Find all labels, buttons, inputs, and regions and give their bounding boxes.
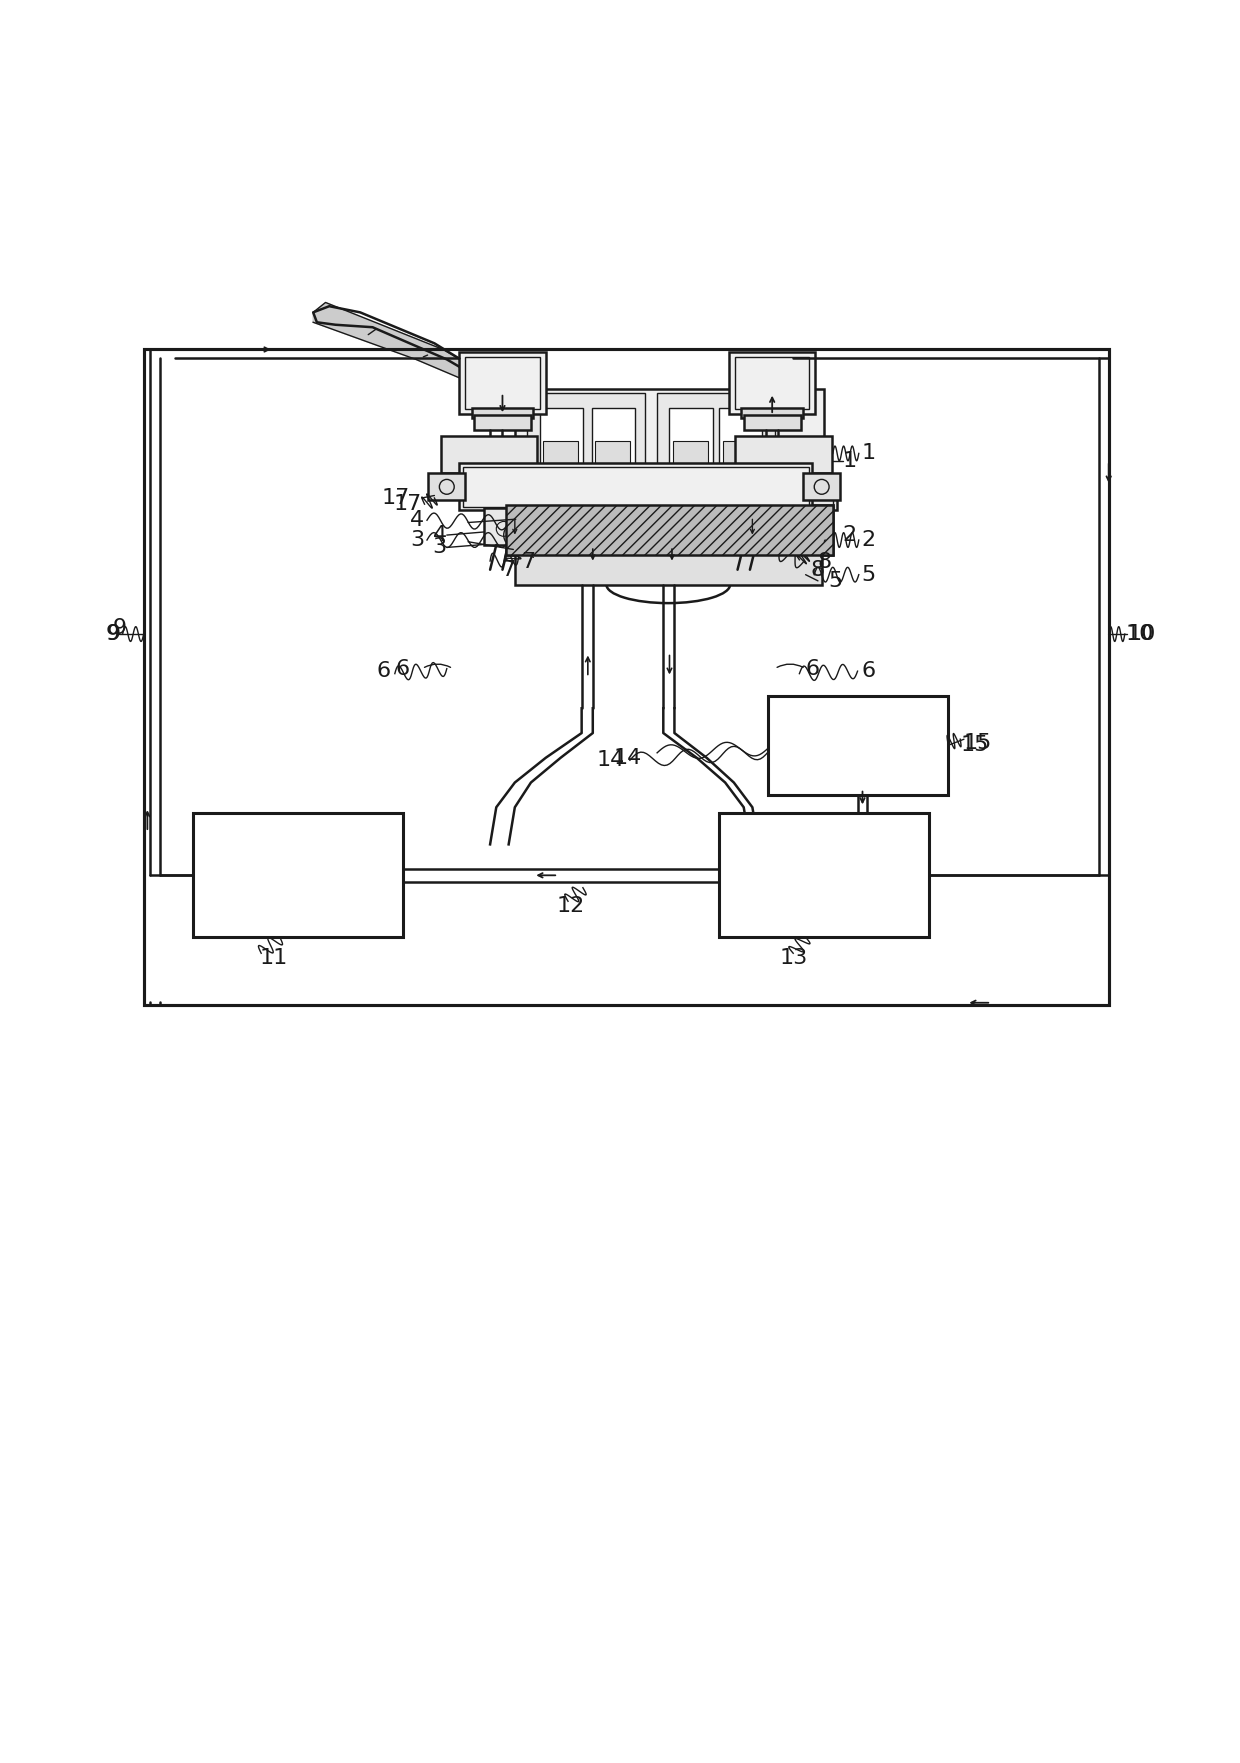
Text: 17: 17 (382, 488, 409, 508)
Bar (144, 349, 1109, 1005)
Text: 14: 14 (614, 748, 642, 767)
Bar (595, 441, 630, 465)
Bar (657, 393, 775, 481)
Text: 11: 11 (259, 948, 288, 968)
Circle shape (742, 522, 766, 548)
Bar (428, 472, 465, 501)
Bar (474, 414, 531, 430)
Bar (719, 407, 763, 467)
Circle shape (523, 390, 548, 414)
Bar (722, 508, 786, 545)
Bar (673, 441, 708, 465)
Bar (527, 393, 645, 481)
Text: 5: 5 (828, 571, 842, 591)
Bar (539, 407, 583, 467)
Bar (591, 407, 635, 467)
Text: 1: 1 (843, 451, 857, 471)
Bar (742, 407, 804, 418)
Text: 4: 4 (433, 525, 446, 545)
Bar (729, 353, 816, 414)
Text: 10: 10 (1126, 624, 1154, 643)
Bar (515, 552, 822, 585)
Bar (506, 506, 833, 555)
Bar (471, 407, 533, 418)
Bar (543, 441, 578, 465)
Polygon shape (314, 303, 533, 407)
Text: 15: 15 (963, 733, 992, 753)
Text: 7: 7 (502, 559, 516, 580)
Bar (459, 353, 546, 414)
Text: 15: 15 (960, 735, 988, 755)
Bar (502, 480, 837, 510)
Text: 7: 7 (521, 552, 536, 573)
Text: 8: 8 (811, 559, 825, 580)
Text: 6: 6 (396, 659, 409, 679)
Bar (484, 508, 548, 545)
Text: 8: 8 (818, 552, 832, 573)
Circle shape (529, 397, 542, 409)
Bar (506, 506, 833, 555)
Text: 6: 6 (377, 661, 391, 681)
Bar (465, 356, 539, 409)
Text: 14: 14 (596, 751, 625, 770)
Bar (735, 356, 810, 409)
Bar (769, 696, 947, 795)
Text: 1: 1 (862, 444, 875, 464)
Bar (744, 414, 801, 430)
Bar (459, 464, 812, 510)
Text: 3: 3 (433, 538, 446, 557)
Bar (719, 813, 929, 938)
Text: 9: 9 (105, 624, 120, 643)
Text: 2: 2 (862, 531, 875, 550)
Text: 9: 9 (113, 619, 126, 638)
Bar (804, 472, 841, 501)
Text: 17: 17 (394, 494, 422, 515)
Bar (144, 349, 1109, 1005)
Circle shape (503, 522, 528, 548)
Bar (440, 435, 537, 472)
Text: 10: 10 (1127, 624, 1156, 643)
Text: 9: 9 (107, 624, 120, 643)
Text: 5: 5 (862, 564, 875, 585)
Bar (735, 435, 832, 472)
Bar (670, 407, 713, 467)
Text: 2: 2 (843, 525, 857, 545)
Bar (506, 483, 833, 508)
Text: 3: 3 (410, 531, 424, 550)
Text: 6: 6 (806, 659, 820, 679)
Bar (463, 467, 810, 506)
Text: 13: 13 (779, 948, 807, 968)
Bar (193, 813, 403, 938)
Bar (515, 390, 825, 485)
Text: 4: 4 (410, 510, 424, 531)
Text: 6: 6 (862, 661, 875, 681)
Bar (723, 441, 758, 465)
Text: 12: 12 (557, 896, 584, 917)
